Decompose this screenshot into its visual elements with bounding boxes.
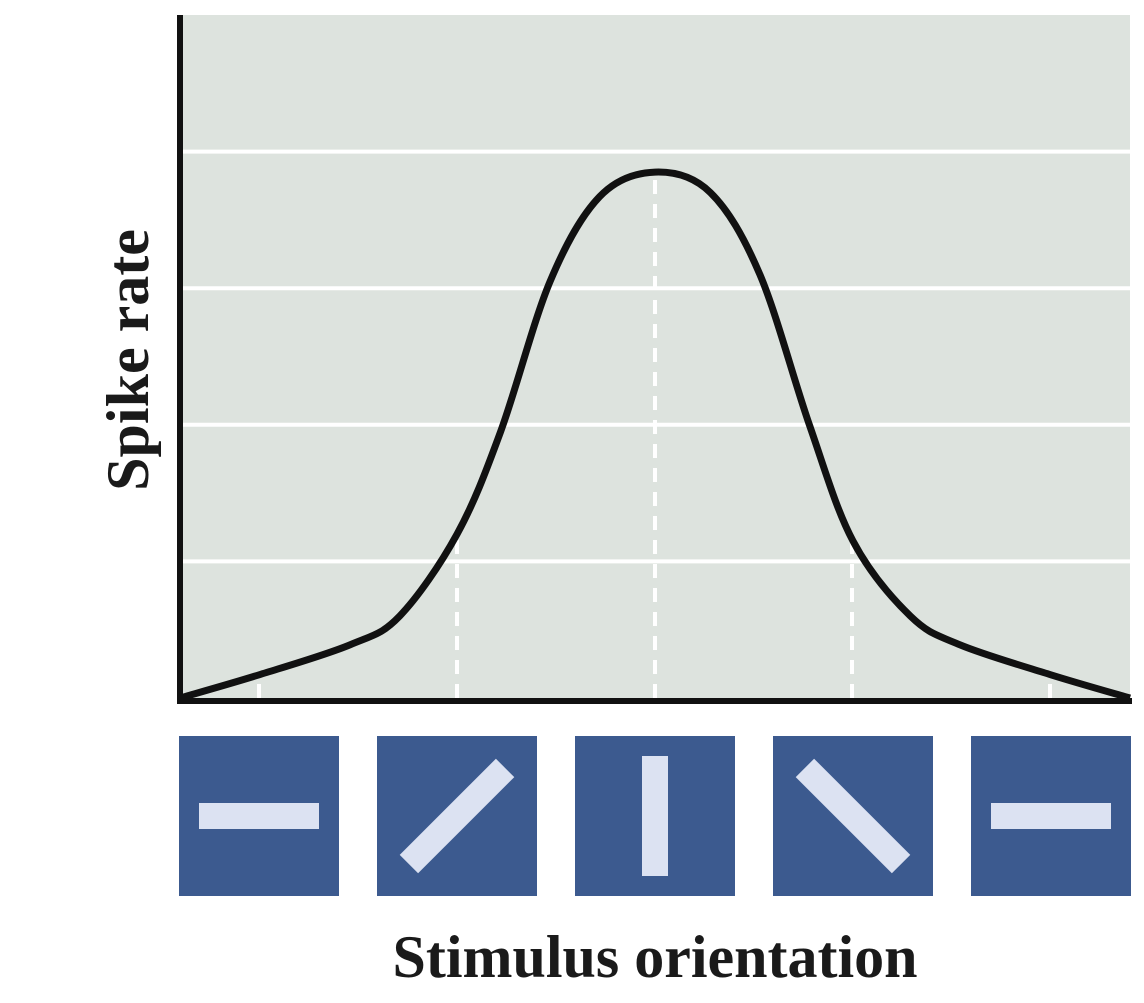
stimulus xyxy=(575,736,735,896)
guide-lines xyxy=(257,175,1052,698)
stimulus xyxy=(179,736,339,896)
stimuli xyxy=(179,736,1131,896)
x-axis-label: Stimulus orientation xyxy=(392,924,917,990)
stimulus xyxy=(377,736,537,896)
axes xyxy=(177,15,1132,704)
y-axis-label: Spike rate xyxy=(95,229,161,491)
series xyxy=(179,168,1131,702)
curve xyxy=(179,168,1131,702)
stimulus xyxy=(971,736,1131,896)
stimulus xyxy=(773,736,933,896)
